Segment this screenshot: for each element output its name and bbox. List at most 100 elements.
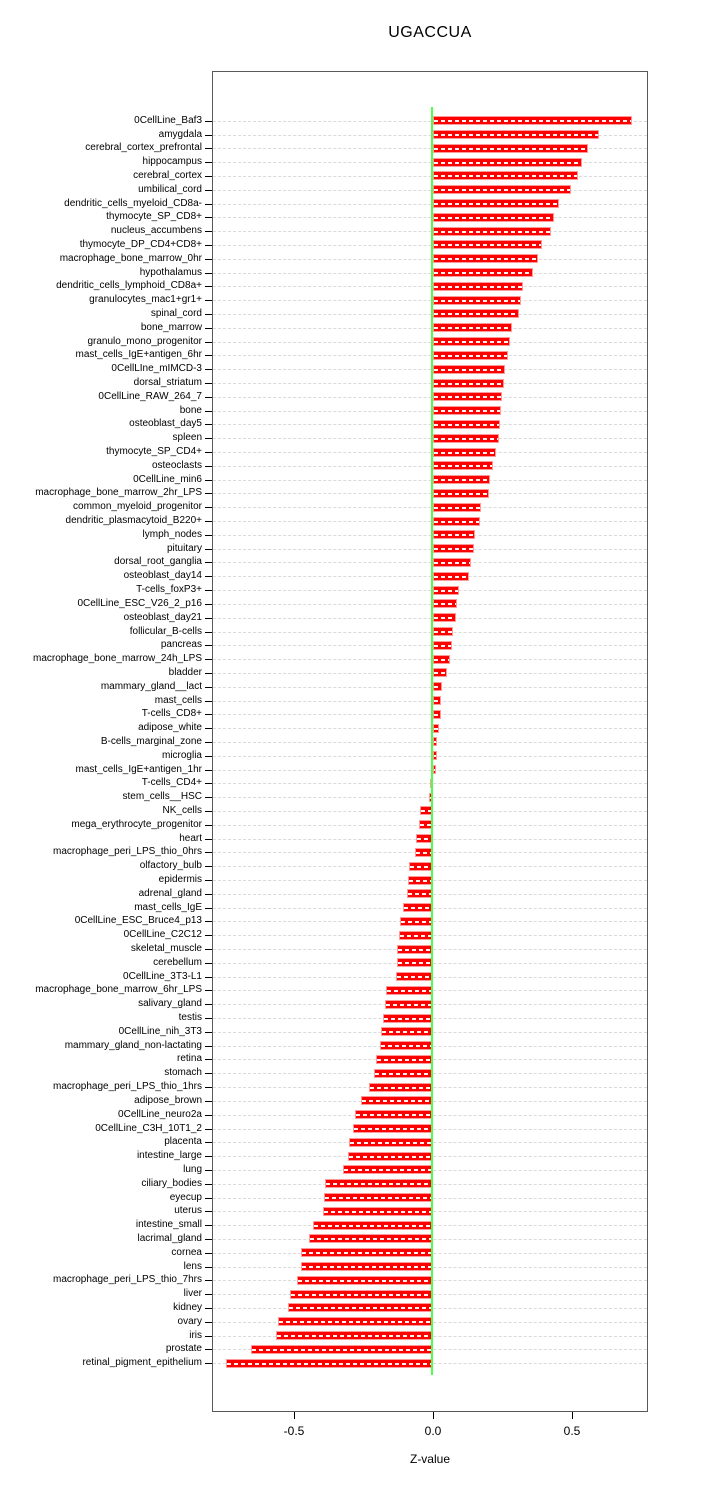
bar [433, 130, 599, 139]
gridline [213, 770, 647, 771]
category-label: dendritic_cells_myeloid_CD8a- [64, 198, 202, 209]
bar [433, 517, 480, 526]
y-axis-tick [205, 659, 212, 660]
x-axis-tick [572, 1412, 573, 1419]
x-axis-tick [433, 1412, 434, 1419]
bar [397, 958, 433, 967]
y-axis-tick [205, 1239, 212, 1240]
bar [433, 392, 502, 401]
category-label: ciliary_bodies [141, 1178, 202, 1189]
y-axis-tick [205, 852, 212, 853]
gridline [213, 286, 647, 287]
chart-title: UGACCUA [388, 24, 472, 41]
bar [433, 365, 505, 374]
category-label: NK_cells [162, 805, 202, 816]
bar [433, 489, 489, 498]
gridline [213, 190, 647, 191]
category-label: mammary_gland__lact [100, 681, 202, 692]
category-label: placenta [164, 1136, 202, 1147]
bar [353, 1124, 433, 1133]
category-label: B-cells_marginal_zone [100, 736, 202, 747]
bar [313, 1221, 433, 1230]
y-axis-tick [205, 714, 212, 715]
y-axis-tick [205, 1156, 212, 1157]
y-axis-tick [205, 673, 212, 674]
category-label: bone [179, 405, 202, 416]
bar [386, 986, 433, 995]
bar [433, 227, 551, 236]
category-label: spleen [172, 432, 202, 443]
category-label: 0CellLine_3T3-L1 [123, 971, 202, 982]
y-axis-tick [205, 190, 212, 191]
y-axis-tick [205, 369, 212, 370]
category-label: mast_cells_IgE [134, 902, 202, 913]
y-axis-tick [205, 1032, 212, 1033]
category-label: dendritic_plasmacytoid_B220+ [65, 515, 202, 526]
category-label: mammary_gland_non-lactating [64, 1040, 202, 1051]
gridline [213, 562, 647, 563]
bar [324, 1193, 433, 1202]
bar [433, 379, 504, 388]
x-tick-label: -0.5 [283, 1424, 305, 1438]
gridline [213, 438, 647, 439]
category-label: mast_cells [154, 695, 202, 706]
category-label: macrophage_peri_LPS_thio_1hrs [53, 1081, 202, 1092]
y-axis-tick [205, 770, 212, 771]
gridline [213, 645, 647, 646]
gridline [213, 176, 647, 177]
bar [325, 1179, 433, 1188]
category-label: macrophage_bone_marrow_0hr [59, 253, 202, 264]
category-label: thymocyte_SP_CD8+ [106, 211, 202, 222]
category-label: cerebral_cortex_prefrontal [85, 142, 202, 153]
y-axis-tick [205, 839, 212, 840]
y-axis-tick [205, 632, 212, 633]
bar [433, 599, 457, 608]
category-label: stem_cells__HSC [122, 791, 202, 802]
gridline [213, 121, 647, 122]
category-label: hypothalamus [139, 267, 202, 278]
y-axis-tick [205, 176, 212, 177]
y-axis-tick [205, 231, 212, 232]
bar [251, 1345, 433, 1354]
gridline [213, 756, 647, 757]
bar [433, 696, 441, 705]
gridline [213, 521, 647, 522]
category-label: epidermis [158, 874, 202, 885]
category-label: 0CellLine_nih_3T3 [118, 1026, 202, 1037]
bar [397, 945, 433, 954]
category-label: thymocyte_SP_CD4+ [106, 446, 202, 457]
y-axis-tick [205, 1142, 212, 1143]
category-label: T-cells_CD8+ [141, 708, 202, 719]
gridline [213, 259, 647, 260]
bar [433, 668, 447, 677]
category-label: lung [183, 1164, 202, 1175]
category-label: adrenal_gland [138, 888, 202, 899]
category-label: intestine_large [136, 1150, 202, 1161]
bar [433, 434, 499, 443]
category-label: kidney [173, 1302, 202, 1313]
x-axis-tick [294, 1412, 295, 1419]
y-axis-tick [205, 1073, 212, 1074]
category-label: eyecup [169, 1192, 202, 1203]
bar [433, 185, 571, 194]
x-axis-title: Z-value [409, 1452, 450, 1466]
y-axis-tick [205, 935, 212, 936]
bar [433, 710, 441, 719]
bar [433, 737, 437, 746]
x-tick-label: 0.5 [563, 1424, 581, 1438]
bar [433, 337, 510, 346]
bar [433, 558, 471, 567]
bar [433, 158, 582, 167]
y-axis-tick [205, 480, 212, 481]
y-axis-tick [205, 825, 212, 826]
category-label: adipose_white [138, 722, 202, 733]
y-axis-tick [205, 1129, 212, 1130]
category-label: mega_erythrocyte_progenitor [71, 819, 202, 830]
gridline [213, 673, 647, 674]
gridline [213, 549, 647, 550]
gridline [213, 480, 647, 481]
bar [433, 448, 496, 457]
bar [288, 1303, 433, 1312]
category-label: salivary_gland [138, 998, 202, 1009]
bar [433, 751, 437, 760]
